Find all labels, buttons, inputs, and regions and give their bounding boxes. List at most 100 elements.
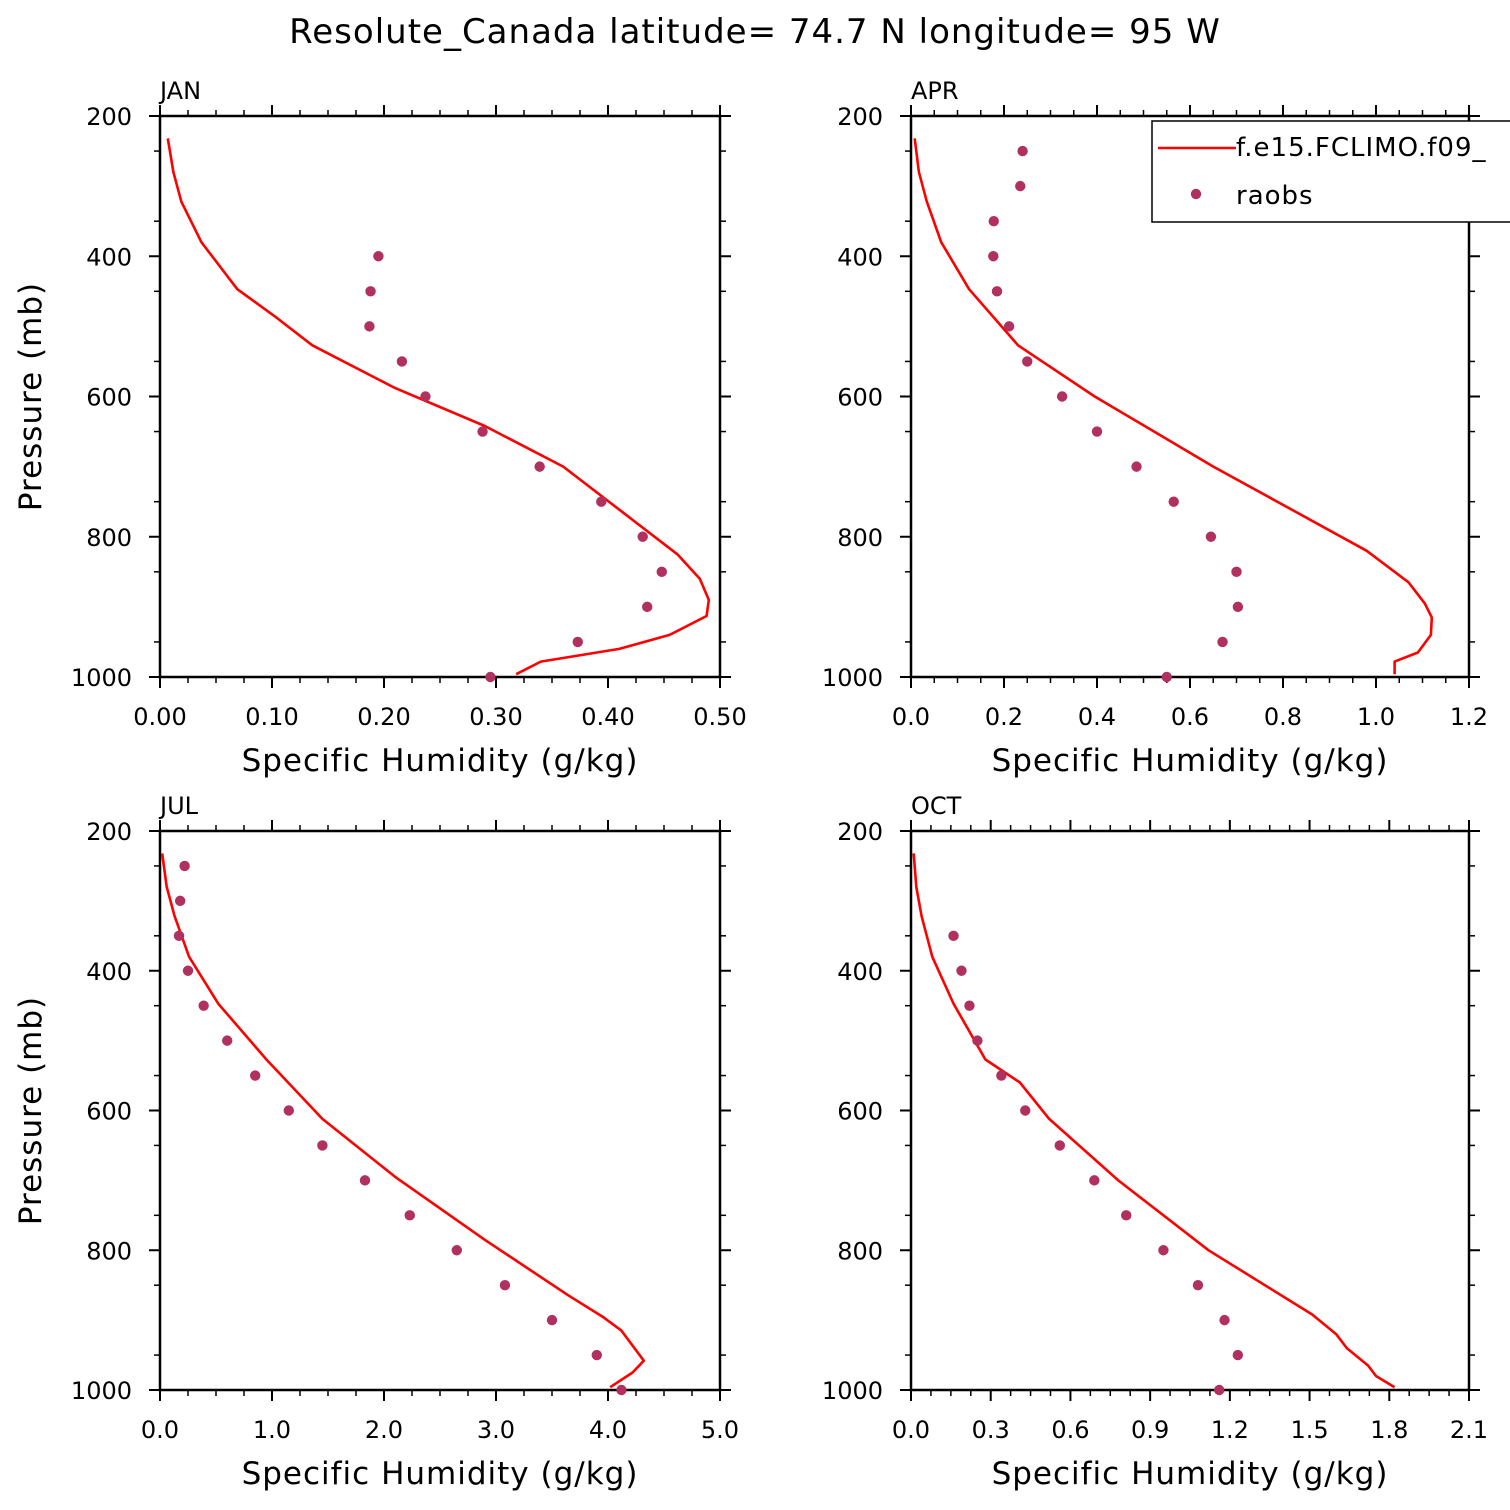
y-tick-label: 400 [86, 958, 132, 986]
panel-apr: 0.0 0.2 0.4 0.6 0.8 1.0 1.2 200 400 600 800 1000 APR… [822, 77, 1488, 779]
panel-label: APR [911, 77, 959, 105]
raobs-point [283, 1105, 294, 1116]
legend-obs-label: raobs [1236, 181, 1314, 211]
y-tick-label: 800 [86, 1237, 132, 1265]
raobs-point [1054, 1140, 1066, 1151]
y-tick-label: 800 [86, 524, 132, 552]
raobs-point [1091, 426, 1103, 437]
x-tick-label: 0.40 [581, 703, 634, 731]
x-tick-label: 0.6 [1171, 703, 1209, 731]
figure-title: Resolute_Canada latitude= 74.7 N longitu… [289, 12, 1221, 52]
raobs-point [591, 1349, 602, 1361]
panel-label: JAN [158, 77, 201, 105]
y-tick-label: 800 [837, 1237, 883, 1265]
raobs-point [637, 531, 648, 542]
raobs-point [972, 1035, 983, 1046]
raobs-point [485, 671, 496, 683]
raobs-point [364, 321, 375, 332]
raobs-point [222, 1035, 233, 1046]
legend: f.e15.FCLIMO.f09_raobs [1151, 120, 1510, 223]
y-tick-label: 600 [86, 384, 132, 412]
raobs-point [1158, 1245, 1169, 1256]
raobs-point [1168, 496, 1179, 507]
x-tick-label: 3.0 [477, 1416, 515, 1444]
x-tick-label: 0.8 [1264, 703, 1302, 731]
panel-label: OCT [911, 792, 962, 820]
raobs-point [1020, 1105, 1031, 1116]
x-axis-label: Specific Humidity (g/kg) [242, 743, 639, 779]
raobs-point [1232, 1349, 1244, 1361]
model-series-line [912, 853, 1396, 1389]
raobs-point [948, 930, 959, 942]
raobs-point [173, 930, 185, 942]
raobs-point [451, 1245, 462, 1256]
x-tick-label: 0.10 [245, 703, 298, 731]
raobs-point [534, 461, 545, 472]
raobs-point [991, 286, 1003, 297]
raobs-point [1131, 461, 1142, 472]
x-tick-label: 0.50 [693, 703, 746, 731]
raobs-point [546, 1314, 558, 1326]
model-series-line [913, 138, 1434, 675]
x-tick-label: 0.3 [972, 1416, 1010, 1444]
x-tick-label: 2.1 [1450, 1416, 1488, 1444]
raobs-point [499, 1279, 511, 1291]
x-tick-label: 0.0 [892, 1416, 930, 1444]
x-axis-label: Specific Humidity (g/kg) [992, 1456, 1389, 1492]
raobs-point [1217, 636, 1228, 648]
raobs-point [956, 965, 967, 976]
y-tick-label: 200 [837, 103, 883, 131]
raobs-point [964, 1000, 975, 1011]
y-tick-label: 200 [837, 818, 883, 846]
raobs-point [174, 895, 186, 907]
raobs-point [616, 1384, 627, 1396]
raobs-point [477, 426, 488, 437]
x-tick-label: 2.0 [365, 1416, 403, 1444]
panel-label: JUL [158, 792, 199, 820]
plot-frame [158, 114, 722, 679]
raobs-point [1121, 1210, 1132, 1221]
raobs-point [642, 601, 653, 613]
y-tick-label: 400 [86, 243, 132, 271]
panel-jul: 0.0 1.0 2.0 3.0 4.0 5.0 200 400 600 800 1000 JUL Spe… [13, 792, 739, 1492]
y-tick-label: 600 [837, 1098, 883, 1126]
y-tick-label: 800 [837, 524, 883, 552]
raobs-point [359, 1175, 371, 1186]
x-tick-label: 0.00 [133, 703, 186, 731]
x-tick-label: 1.2 [1450, 703, 1488, 731]
raobs-point [1214, 1384, 1225, 1396]
raobs-point [1232, 601, 1244, 613]
raobs-point [988, 215, 999, 227]
raobs-point [1161, 671, 1172, 683]
panel-oct: 0.0 0.3 0.6 0.9 1.2 1.5 1.8 2.1 200 400 600 800 1000… [822, 792, 1488, 1492]
raobs-point [420, 391, 431, 402]
raobs-point [250, 1070, 261, 1081]
x-tick-label: 0.0 [141, 1416, 179, 1444]
raobs-point [182, 965, 194, 976]
raobs-point [1022, 356, 1033, 367]
raobs-point [1003, 321, 1015, 332]
x-tick-label: 1.0 [253, 1416, 291, 1444]
x-tick-label: 1.2 [1211, 1416, 1249, 1444]
x-tick-label: 1.5 [1290, 1416, 1328, 1444]
raobs-point [596, 496, 607, 507]
raobs-point [365, 286, 376, 297]
raobs-point [179, 860, 190, 872]
y-tick-label: 1000 [822, 664, 883, 692]
raobs-point [656, 566, 667, 578]
raobs-point [1089, 1175, 1100, 1186]
x-tick-label: 0.0 [892, 703, 930, 731]
x-tick-label: 0.20 [357, 703, 410, 731]
x-tick-label: 0.9 [1131, 1416, 1169, 1444]
raobs-point [1231, 566, 1242, 578]
model-series-line [160, 853, 646, 1389]
y-tick-label: 1000 [822, 1377, 883, 1405]
x-tick-label: 0.30 [469, 703, 522, 731]
x-tick-label: 5.0 [701, 1416, 739, 1444]
raobs-point [404, 1210, 415, 1221]
plot-frame [909, 829, 1471, 1392]
x-tick-label: 0.2 [985, 703, 1023, 731]
x-tick-label: 0.4 [1078, 703, 1116, 731]
legend-model-label: f.e15.FCLIMO.f09_ [1236, 133, 1486, 163]
